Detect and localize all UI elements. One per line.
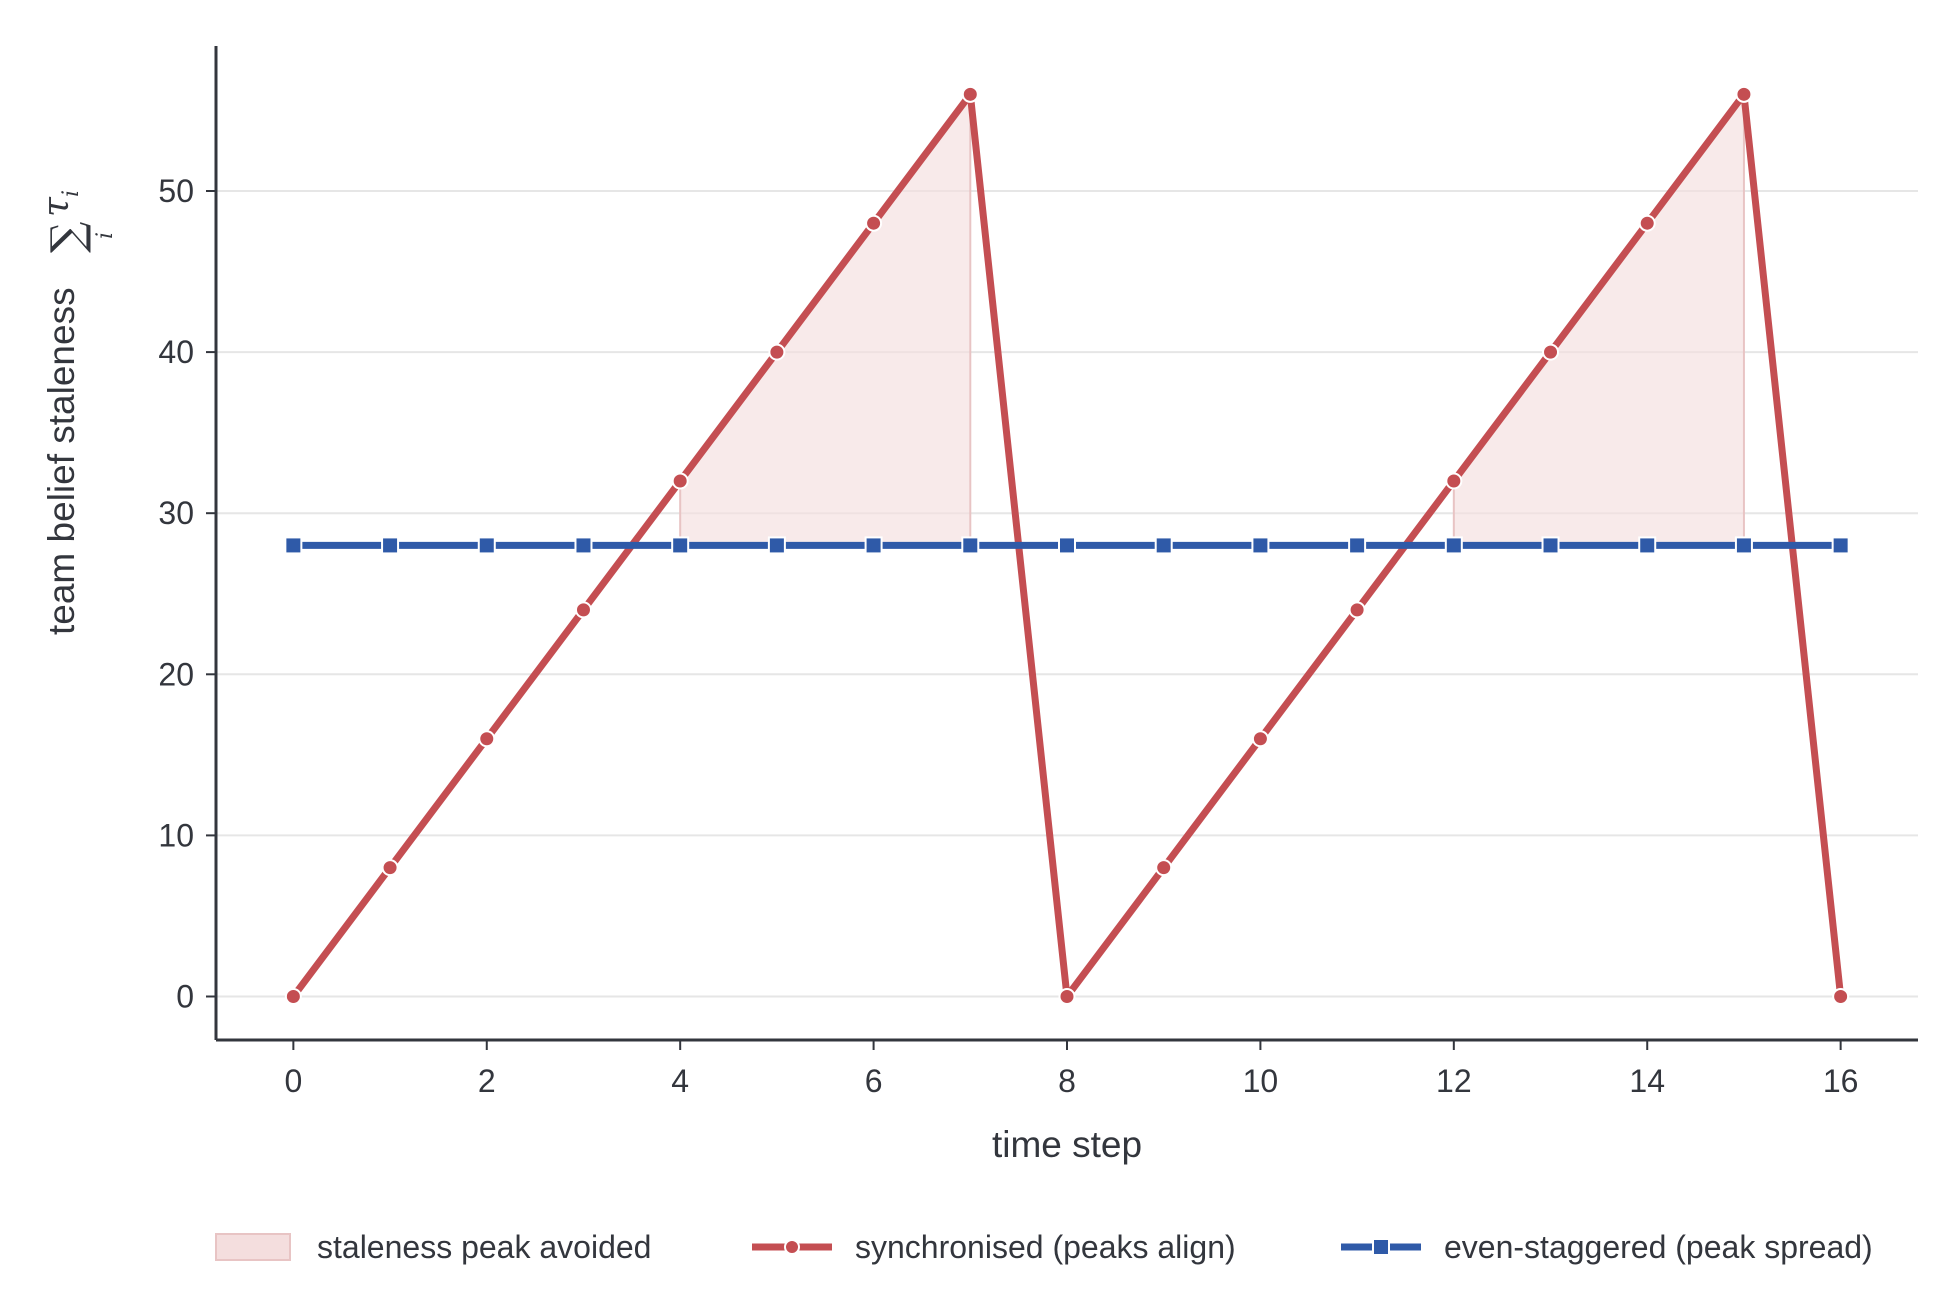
point-staggered — [671, 536, 690, 555]
point-staggered — [1541, 536, 1560, 555]
point-synchronised — [1735, 85, 1753, 103]
point-synchronised — [961, 85, 979, 103]
ticks: 0 2 4 6 8 10 12 14 16 0 10 20 30 40 50 — [158, 173, 1858, 1099]
x-axis-label: time step — [992, 1124, 1142, 1165]
legend-marker-staggered — [1372, 1238, 1390, 1256]
point-staggered — [767, 536, 786, 555]
point-synchronised — [1251, 730, 1269, 748]
point-staggered — [864, 536, 883, 555]
fill-region-2 — [1452, 91, 1745, 547]
y-axis-label-group: team belief staleness ∑ i τ i — [36, 190, 118, 635]
x-tick-label: 10 — [1243, 1063, 1279, 1099]
x-tick-label: 6 — [865, 1063, 883, 1099]
point-staggered — [381, 536, 400, 555]
legend-item-fill: staleness peak avoided — [215, 1229, 651, 1265]
x-tick-label: 12 — [1436, 1063, 1472, 1099]
x-tick-label: 2 — [478, 1063, 496, 1099]
y-tick-label: 0 — [176, 979, 194, 1015]
y-tick-label: 30 — [158, 495, 194, 531]
point-staggered — [1831, 536, 1850, 555]
x-tick-label: 0 — [284, 1063, 302, 1099]
y-axis-sum-subscript: i — [93, 232, 118, 239]
point-synchronised — [671, 472, 689, 490]
legend-item-synchronised: synchronised (peaks align) — [752, 1229, 1236, 1265]
point-staggered — [1348, 536, 1367, 555]
legend-item-staggered: even-staggered (peak spread) — [1341, 1229, 1873, 1265]
point-synchronised — [381, 859, 399, 877]
point-staggered — [1058, 536, 1076, 555]
point-staggered — [1251, 536, 1270, 555]
point-synchronised — [284, 988, 302, 1006]
point-staggered — [1734, 536, 1753, 555]
legend-marker-synchronised — [784, 1239, 800, 1255]
x-tick-label: 14 — [1629, 1063, 1665, 1099]
point-synchronised — [1542, 343, 1560, 361]
point-staggered — [1444, 536, 1463, 555]
point-synchronised — [1348, 601, 1366, 619]
y-tick-label: 10 — [158, 817, 194, 853]
point-staggered — [1154, 536, 1173, 555]
fill-regions — [679, 91, 1745, 547]
point-synchronised — [1832, 988, 1850, 1006]
legend: staleness peak avoided synchronised (pea… — [215, 1229, 1873, 1265]
point-staggered — [574, 536, 593, 555]
point-staggered — [477, 536, 496, 555]
point-staggered — [1638, 536, 1657, 555]
legend-label-fill: staleness peak avoided — [317, 1229, 651, 1265]
series-group — [284, 85, 1850, 1006]
y-axis-sum-symbol: ∑ — [42, 222, 93, 253]
point-synchronised — [1058, 988, 1076, 1006]
point-synchronised — [1155, 859, 1173, 877]
legend-patch-fill — [215, 1233, 291, 1261]
point-synchronised — [865, 214, 883, 232]
fill-region-1 — [679, 91, 972, 547]
y-axis-label: team belief staleness — [41, 287, 82, 635]
y-axis-tau: τ — [36, 196, 77, 217]
legend-label-staggered: even-staggered (peak spread) — [1444, 1229, 1873, 1265]
point-synchronised — [1638, 214, 1656, 232]
y-tick-label: 50 — [158, 173, 194, 209]
y-grid — [216, 189, 1918, 998]
legend-label-synchronised: synchronised (peaks align) — [855, 1229, 1236, 1265]
x-tick-label: 4 — [671, 1063, 689, 1099]
point-synchronised — [478, 730, 496, 748]
point-synchronised — [574, 601, 592, 619]
point-synchronised — [1445, 472, 1463, 490]
y-tick-label: 40 — [158, 334, 194, 370]
point-staggered — [961, 536, 980, 555]
point-synchronised — [768, 343, 786, 361]
y-axis-tau-subscript: i — [59, 190, 84, 197]
x-tick-label: 8 — [1058, 1063, 1076, 1099]
point-staggered — [284, 536, 303, 555]
x-tick-label: 16 — [1823, 1063, 1859, 1099]
y-tick-label: 20 — [158, 656, 194, 692]
